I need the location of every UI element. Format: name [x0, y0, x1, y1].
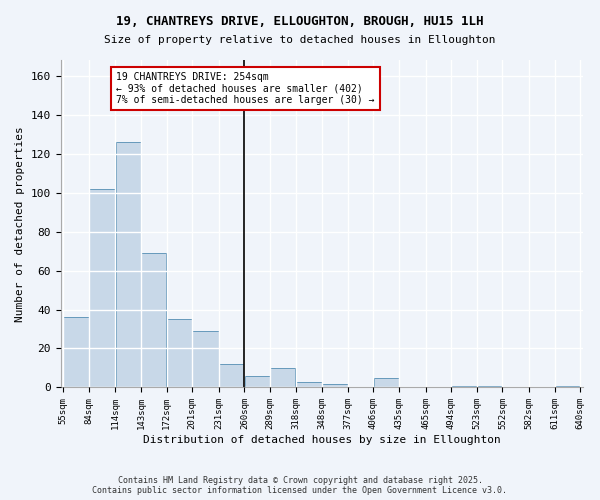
Bar — [219, 364, 244, 388]
Bar — [374, 378, 399, 388]
X-axis label: Distribution of detached houses by size in Elloughton: Distribution of detached houses by size … — [143, 435, 500, 445]
Text: Contains HM Land Registry data © Crown copyright and database right 2025.
Contai: Contains HM Land Registry data © Crown c… — [92, 476, 508, 495]
Bar — [193, 331, 218, 388]
Text: 19 CHANTREYS DRIVE: 254sqm
← 93% of detached houses are smaller (402)
7% of semi: 19 CHANTREYS DRIVE: 254sqm ← 93% of deta… — [116, 72, 375, 105]
Bar — [451, 386, 476, 388]
Text: Size of property relative to detached houses in Elloughton: Size of property relative to detached ho… — [104, 35, 496, 45]
Bar — [89, 188, 115, 388]
Bar — [270, 368, 295, 388]
Bar — [477, 386, 502, 388]
Text: 19, CHANTREYS DRIVE, ELLOUGHTON, BROUGH, HU15 1LH: 19, CHANTREYS DRIVE, ELLOUGHTON, BROUGH,… — [116, 15, 484, 28]
Bar — [167, 319, 192, 388]
Bar — [245, 376, 270, 388]
Bar — [296, 382, 322, 388]
Bar — [116, 142, 141, 388]
Bar — [322, 384, 347, 388]
Bar — [141, 253, 166, 388]
Bar — [555, 386, 580, 388]
Bar — [64, 318, 89, 388]
Y-axis label: Number of detached properties: Number of detached properties — [15, 126, 25, 322]
